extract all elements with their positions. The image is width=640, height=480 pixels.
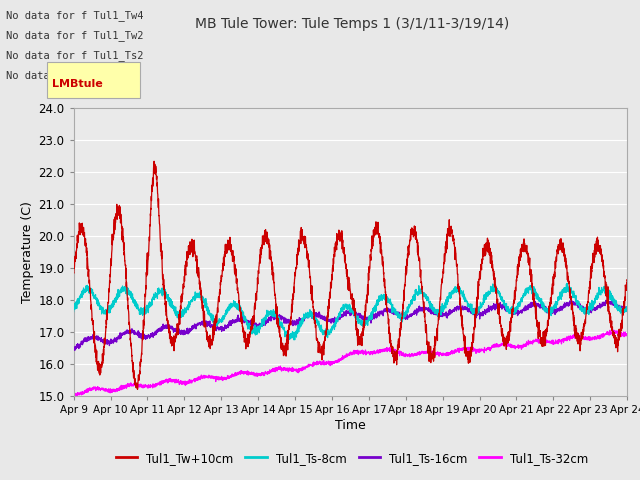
Text: No data for f Tul1_Tw4: No data for f Tul1_Tw4 <box>6 10 144 21</box>
Text: No data for f Tul1_Ts2: No data for f Tul1_Ts2 <box>6 50 144 61</box>
Text: LMBtule: LMBtule <box>52 79 103 89</box>
Legend: Tul1_Tw+10cm, Tul1_Ts-8cm, Tul1_Ts-16cm, Tul1_Ts-32cm: Tul1_Tw+10cm, Tul1_Ts-8cm, Tul1_Ts-16cm,… <box>111 447 593 469</box>
Text: MB Tule Tower: Tule Temps 1 (3/1/11-3/19/14): MB Tule Tower: Tule Temps 1 (3/1/11-3/19… <box>195 17 509 31</box>
Text: No data for f_LMBtule: No data for f_LMBtule <box>6 70 138 81</box>
X-axis label: Time: Time <box>335 419 366 432</box>
Y-axis label: Temperature (C): Temperature (C) <box>21 201 35 303</box>
Text: No data for f Tul1_Tw2: No data for f Tul1_Tw2 <box>6 30 144 41</box>
